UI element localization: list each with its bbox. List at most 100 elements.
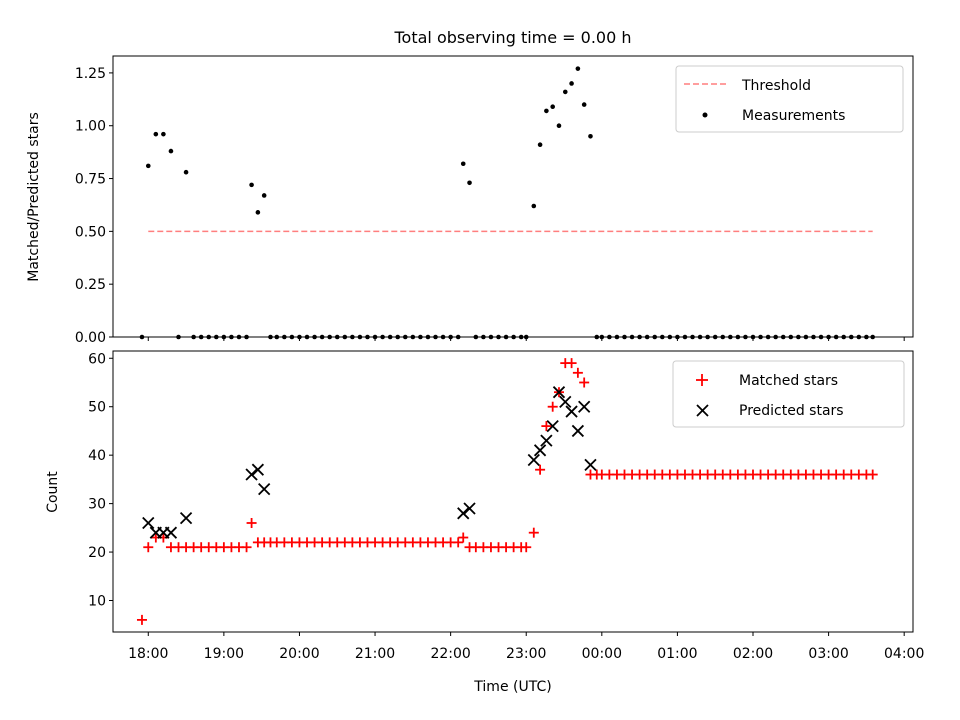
bottom-legend: Matched stars Predicted stars [672,360,905,428]
x-axis-label: Time (UTC) [473,679,551,695]
predicted-star-point [533,444,547,457]
matched-star-point [521,542,532,553]
measurement-point [556,123,562,129]
bottom-y-tick-label: 40 [88,448,106,464]
bottom-x-tick-label: 03:00 [808,646,848,662]
measurement-point [467,180,472,186]
bottom-x-tick-label: 19:00 [204,646,244,662]
legend-measurements-label: Measurements [742,108,845,124]
predicted-star-point [457,507,470,520]
matched-star-point [458,532,469,543]
bottom-x-ticks: 18:00 19:00 20:00 21:00 22:00 23:00 00:00 01:00… [128,632,924,662]
top-x-ticks [147,337,905,341]
measurement-point [537,142,543,148]
predicted-star-point [571,424,585,438]
top-y-tick-label: 1.25 [75,66,106,82]
bottom-y-tick-label: 60 [88,351,106,367]
top-y-tick-label: 1.00 [75,119,106,135]
predicted-star-point [552,386,566,399]
bottom-x-tick-label: 21:00 [355,646,395,662]
predicted-star-point [251,463,265,476]
bottom-plot-area [136,358,878,625]
measurement-point [581,102,587,107]
bottom-x-tick-label: 00:00 [582,646,622,662]
predicted-star-point [258,482,271,496]
matched-star-point [136,614,147,625]
matched-star-point [143,542,154,553]
matched-star-point [566,358,577,369]
bottom-x-tick-label: 04:00 [884,646,924,662]
legend-matched-label: Matched stars [739,373,838,389]
legend-measurements-swatch [702,112,708,118]
bottom-y-tick-label: 20 [88,545,106,561]
top-panel: 0.00 0.25 0.50 0.75 1.00 1.25 Matched/Predict… [26,55,914,346]
predicted-star-point [559,395,572,409]
predicted-star-point [142,516,155,530]
top-y-tick-label: 0.50 [75,224,106,240]
matched-star-point [867,469,878,480]
measurement-point [183,169,189,175]
measurement-point [153,131,159,137]
bottom-x-tick-label: 22:00 [430,646,470,662]
measurement-point [168,148,174,154]
predicted-star-point [527,453,540,467]
measurement-point [531,203,537,209]
top-y-axis-label: Matched/Predicted stars [26,112,42,282]
bottom-y-ticks: 10 20 30 40 50 60 [88,351,113,610]
bottom-x-tick-label: 02:00 [733,646,773,662]
predicted-star-point [546,419,559,433]
bottom-y-tick-label: 10 [88,594,106,610]
bottom-x-tick-label: 01:00 [657,646,697,662]
measurement-point [588,133,593,139]
top-axes-frame [112,55,914,338]
bottom-x-tick-label: 18:00 [128,646,168,662]
bottom-y-axis-label: Count [45,471,61,513]
matched-star-point [572,367,583,378]
bottom-x-tick-label: 20:00 [279,646,319,662]
bottom-y-tick-label: 50 [88,400,106,416]
measurement-point [550,104,555,110]
predicted-star-point [463,502,476,515]
matched-star-point [579,377,590,388]
matched-star-point [535,464,546,475]
measurement-point [145,163,151,169]
measurement-point [255,210,261,215]
measurement-point [575,66,581,71]
measurement-point [460,161,466,167]
predicted-star-point [245,468,258,481]
bottom-x-tick-label: 23:00 [506,646,546,662]
measurement-point [544,108,549,114]
measurement-point [249,182,254,188]
matched-star-point [547,401,558,412]
top-legend-box [675,65,904,133]
top-y-tick-label: 0.25 [75,277,106,293]
matched-star-point [541,421,552,432]
predicted-star-point [164,526,178,539]
predicted-star-point [578,400,591,413]
bottom-axes-frame [112,350,914,633]
matched-star-point [241,542,252,553]
figure-title: Total observing time = 0.00 h [393,28,631,47]
top-legend: Threshold Measurements [675,65,904,133]
predicted-star-point [540,434,553,447]
measurement-point [562,89,568,95]
legend-predicted-label: Predicted stars [739,403,844,419]
top-y-ticks: 0.00 0.25 0.50 0.75 1.00 1.25 [75,66,113,346]
legend-threshold-label: Threshold [741,78,811,94]
top-y-tick-label: 0.75 [75,172,106,188]
bottom-panel: 10 20 30 40 50 60 18:00 19:00 20:00 21:00 22:00 23… [45,350,924,695]
measurement-point [569,81,574,86]
matched-star-point [528,527,539,538]
measurement-point [261,193,267,198]
predicted-star-point [565,405,578,418]
measurement-point [161,131,166,137]
legend-predicted-swatch [696,404,709,417]
predicted-star-point [584,458,597,471]
legend-matched-swatch [696,374,708,386]
bottom-legend-box [672,360,905,428]
bottom-y-tick-label: 30 [88,497,106,513]
top-y-tick-label: 0.00 [75,330,106,346]
matched-star-point [453,537,464,548]
predicted-star-point [179,512,193,525]
